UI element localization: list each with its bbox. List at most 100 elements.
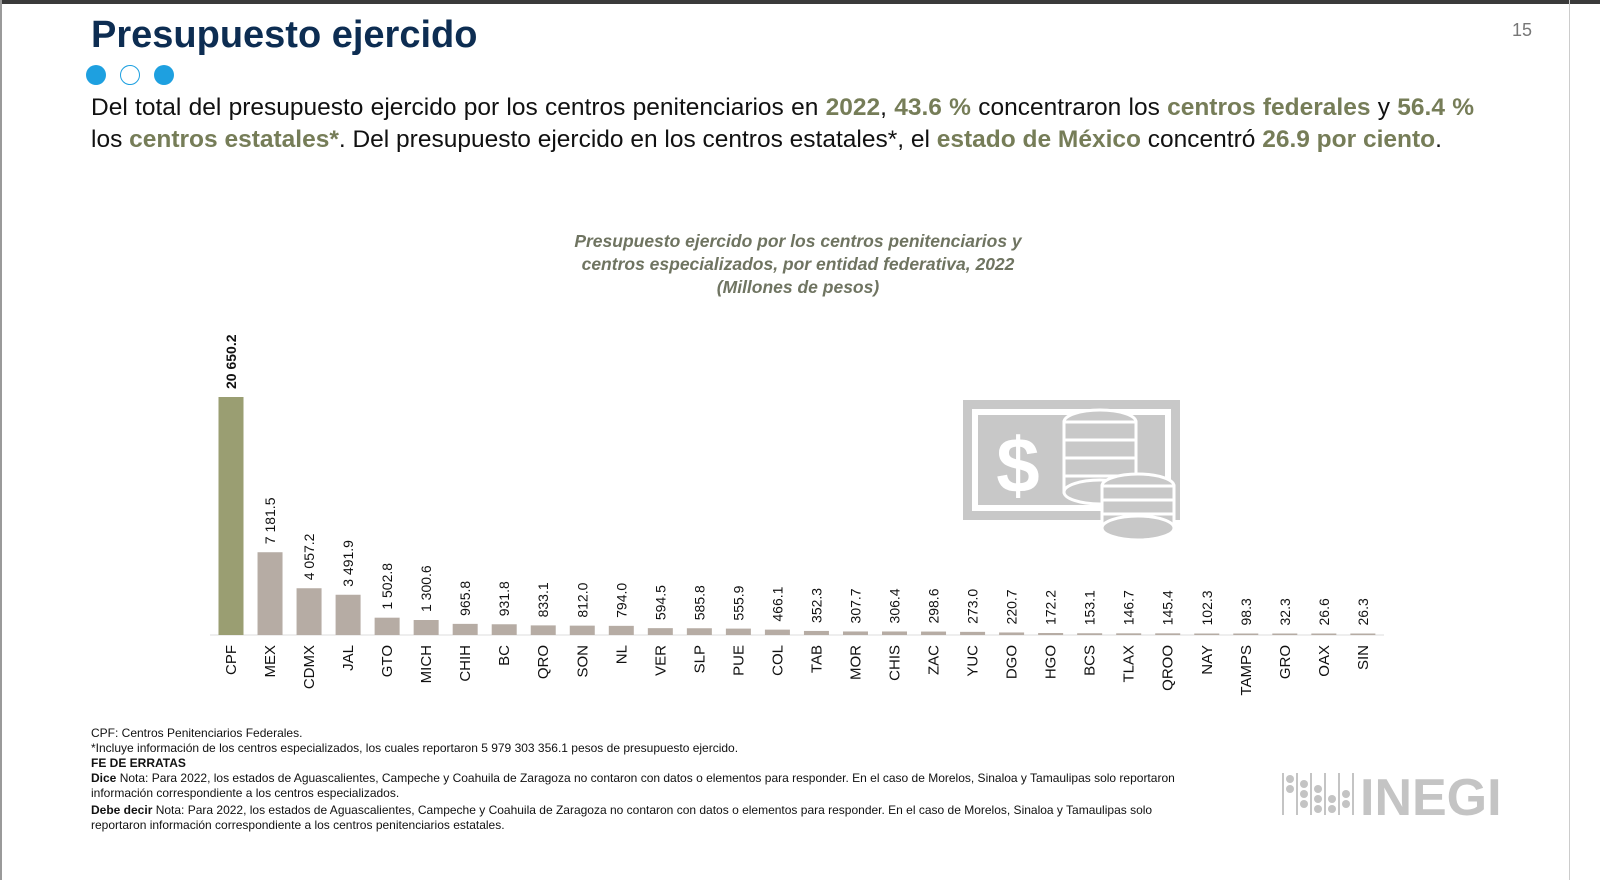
value-label: 585.8 [691, 585, 707, 620]
text: . [1435, 126, 1442, 153]
page-number: 15 [1512, 20, 1533, 40]
text: , [880, 94, 895, 121]
category-label: BC [496, 645, 513, 666]
text: los [91, 126, 130, 153]
bar-sin [1350, 633, 1376, 635]
category-label: DGO [1004, 645, 1021, 679]
category-label: NL [613, 645, 630, 664]
money-icon: $ [963, 400, 1180, 542]
bar-oax [1311, 633, 1337, 635]
bar-zac [921, 631, 947, 635]
category-label: YUC [965, 645, 982, 677]
window-top-border [0, 0, 1600, 4]
value-label: 931.8 [496, 581, 512, 616]
text: concentraron los [970, 94, 1168, 121]
bar-son [569, 625, 595, 635]
bar-hgo [1038, 633, 1064, 635]
highlight-state: centros estatales* [129, 126, 339, 153]
svg-text:$: $ [996, 421, 1039, 509]
value-label: 153.1 [1082, 590, 1098, 625]
bar-cdmx [296, 588, 322, 635]
bar-chis [882, 631, 908, 635]
category-label: TAMPS [1238, 645, 1255, 696]
category-label: MOR [847, 645, 864, 680]
value-label: 220.7 [1004, 589, 1020, 624]
dot-icon [154, 65, 174, 85]
value-label: 1 502.8 [379, 563, 395, 610]
category-label: QRO [535, 645, 552, 679]
dice-label: Dice [91, 771, 117, 785]
inegi-logo: INEGI [1282, 770, 1502, 820]
category-label: JAL [340, 645, 357, 671]
highlight-state-pct: 56.4 % [1397, 94, 1475, 121]
value-label: 794.0 [613, 583, 629, 618]
value-label: 26.6 [1316, 598, 1332, 625]
bar-qroo [1155, 633, 1181, 635]
bar-slp [686, 628, 712, 635]
category-label: BCS [1082, 645, 1099, 676]
category-label: CHIS [887, 645, 904, 681]
dot-icon [86, 65, 106, 85]
bar-pue [725, 628, 751, 635]
value-label: 555.9 [730, 585, 746, 620]
bar-chih [452, 623, 478, 635]
bar-col [764, 629, 790, 635]
svg-text:INEGI: INEGI [1360, 770, 1502, 820]
value-label: 146.7 [1121, 590, 1137, 625]
highlight-mexico-pct: 26.9 por ciento [1262, 126, 1436, 153]
bar-qro [530, 625, 556, 635]
value-label: 7 181.5 [262, 497, 278, 544]
bar-nay [1194, 633, 1220, 635]
dice-text: Nota: Para 2022, los estados de Aguascal… [91, 771, 1175, 800]
value-label: 98.3 [1238, 598, 1254, 625]
note-includes: *Incluye información de los centros espe… [91, 741, 739, 755]
value-label: 298.6 [926, 588, 942, 623]
bar-chart: $ 20 650.2 CPF 7 181.5 MEX 4 057.2 CDMX 3 491.… [210, 334, 1384, 696]
value-label: 352.3 [808, 588, 824, 623]
bar-mex [257, 552, 283, 635]
bar-nl [608, 625, 634, 635]
category-label: HGO [1043, 645, 1060, 679]
category-label: MEX [262, 645, 279, 678]
errata-heading: FE DE ERRATAS [91, 756, 186, 770]
category-label: SON [574, 645, 591, 678]
intro-paragraph: Del total del presupuesto ejercido por l… [91, 92, 1474, 156]
value-label: 172.2 [1043, 590, 1059, 625]
highlight-year: 2022 [825, 94, 881, 121]
bar-tlax [1116, 633, 1142, 635]
category-label: CHIH [457, 645, 474, 682]
text: y [1370, 94, 1398, 121]
category-label: QROO [1160, 645, 1177, 691]
value-label: 145.4 [1160, 590, 1176, 625]
bar-cpf [218, 397, 244, 635]
category-label: ZAC [926, 645, 943, 675]
category-label: CDMX [301, 645, 318, 689]
value-label: 812.0 [574, 582, 590, 617]
category-label: GTO [379, 645, 396, 677]
bar-tamps [1233, 633, 1259, 635]
value-label: 4 057.2 [301, 533, 317, 580]
value-label: 3 491.9 [340, 540, 356, 587]
chart-title-line: Presupuesto ejercido por los centros pen… [574, 231, 1022, 251]
bar-tab [803, 630, 829, 635]
bar-mor [842, 631, 868, 635]
chart-title-line: centros especializados, por entidad fede… [581, 254, 1015, 274]
category-label: VER [652, 645, 669, 676]
text: Del total del presupuesto ejercido por l… [91, 94, 826, 121]
note-dice: Dice Nota: Para 2022, los estados de Agu… [91, 771, 1191, 801]
value-label: 594.5 [652, 585, 668, 620]
value-label: 307.7 [847, 588, 863, 623]
page-title: Presupuesto ejercido [91, 14, 478, 56]
category-label: TLAX [1121, 645, 1138, 683]
bar-jal [335, 594, 361, 635]
debe-text: Nota: Para 2022, los estados de Aguascal… [91, 803, 1153, 832]
category-label: GRO [1277, 645, 1294, 679]
category-label: NAY [1199, 645, 1216, 675]
bar-ver [647, 628, 673, 635]
bar-bcs [1077, 633, 1103, 635]
category-label: OAX [1316, 645, 1333, 677]
category-label: PUE [730, 645, 747, 676]
category-label: COL [769, 645, 786, 676]
category-label: SLP [691, 645, 708, 673]
note-debe-decir: Debe decir Nota: Para 2022, los estados … [91, 803, 1191, 833]
